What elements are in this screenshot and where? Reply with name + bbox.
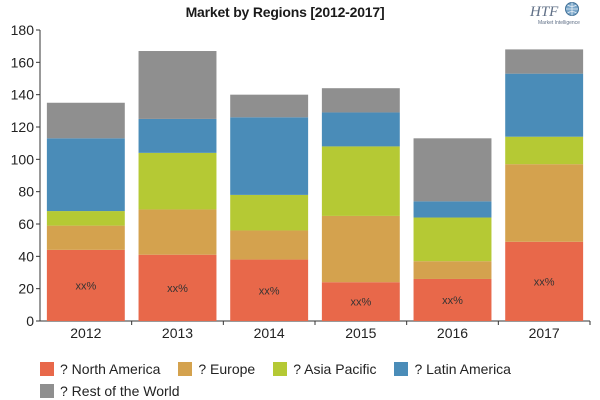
legend-label: ? Asia Pacific	[293, 361, 377, 377]
bar-segment	[413, 261, 492, 279]
data-label: xx%	[442, 295, 463, 307]
legend-item: ? Rest of the World	[40, 382, 180, 400]
legend-label: ? Europe	[198, 361, 256, 377]
bar-segment	[138, 118, 217, 153]
x-tick-label: 2014	[254, 325, 285, 341]
chart-plot: 0 20 40 60 80 100 120 140 160 180 2012 xx% 2013 xx% 2…	[11, 22, 591, 341]
bar-segment	[321, 215, 400, 283]
bar-segment	[46, 102, 125, 139]
bar-segment	[505, 49, 584, 74]
legend-swatch	[273, 362, 288, 376]
legend-swatch	[178, 362, 193, 376]
htf-logo: HTF Market Intelligence	[529, 2, 580, 26]
x-tick-label: 2017	[529, 325, 560, 341]
bar-segment	[505, 241, 584, 321]
legend-label: ? North America	[60, 361, 161, 377]
legend-swatch	[40, 384, 54, 398]
legend-item: ? North America	[40, 360, 160, 378]
bar-segment	[138, 51, 217, 119]
bar-segment	[321, 146, 400, 216]
legend-item: ? Latin America	[394, 360, 511, 378]
bar-segment	[46, 225, 125, 250]
legend-swatch	[394, 362, 409, 376]
bar-segment	[230, 94, 309, 118]
legend-swatch	[40, 362, 54, 376]
bar-segment	[321, 282, 400, 321]
y-tick-label: 120	[11, 119, 35, 135]
data-label: xx%	[75, 280, 96, 292]
x-tick-label: 2013	[162, 325, 193, 341]
y-tick-label: 20	[18, 281, 34, 297]
logo-text: HTF	[529, 4, 559, 20]
legend-label: ? Rest of the World	[60, 383, 180, 399]
bar-segment	[46, 138, 125, 212]
data-label: xx%	[350, 297, 371, 309]
bar-segment	[505, 73, 584, 137]
bar-segment	[413, 138, 492, 202]
y-tick-label: 160	[11, 54, 35, 70]
y-tick-label: 0	[26, 313, 34, 329]
y-tick-label: 80	[18, 184, 34, 200]
x-tick-label: 2016	[437, 325, 468, 341]
legend: ? North America ? Europe ? Asia Pacific ? L…	[40, 360, 580, 400]
data-label: xx%	[534, 276, 555, 288]
bar-segment	[230, 230, 309, 260]
legend-label: ? Latin America	[414, 361, 511, 377]
bar-segment	[321, 88, 400, 113]
bar-segment	[413, 278, 492, 321]
bar-segment	[46, 249, 125, 321]
data-label: xx%	[259, 285, 280, 297]
bar-segment	[505, 164, 584, 242]
chart-title: Market by Regions [2012-2017]	[185, 4, 385, 20]
bar-segment	[413, 201, 492, 218]
bar-segment	[46, 211, 125, 226]
y-tick-label: 140	[11, 87, 35, 103]
bar-segment	[138, 209, 217, 255]
bar-segment	[230, 194, 309, 231]
y-tick-label: 60	[18, 216, 34, 232]
globe-icon	[565, 2, 579, 16]
logo-subtext: Market Intelligence	[538, 20, 580, 26]
legend-item: ? Europe	[178, 360, 255, 378]
bar-segment	[413, 217, 492, 262]
y-tick-label: 180	[11, 22, 35, 38]
y-tick-label: 100	[11, 151, 35, 167]
bar-segment	[321, 112, 400, 147]
data-label: xx%	[167, 283, 188, 295]
bar-segment	[230, 259, 309, 321]
x-tick-label: 2012	[70, 325, 101, 341]
bar-segment	[138, 152, 217, 210]
bar-segment	[505, 136, 584, 165]
bar-segment	[230, 117, 309, 195]
y-tick-label: 40	[18, 248, 34, 264]
legend-item: ? Asia Pacific	[273, 360, 376, 378]
x-tick-label: 2015	[345, 325, 376, 341]
bar-segment	[138, 254, 217, 321]
